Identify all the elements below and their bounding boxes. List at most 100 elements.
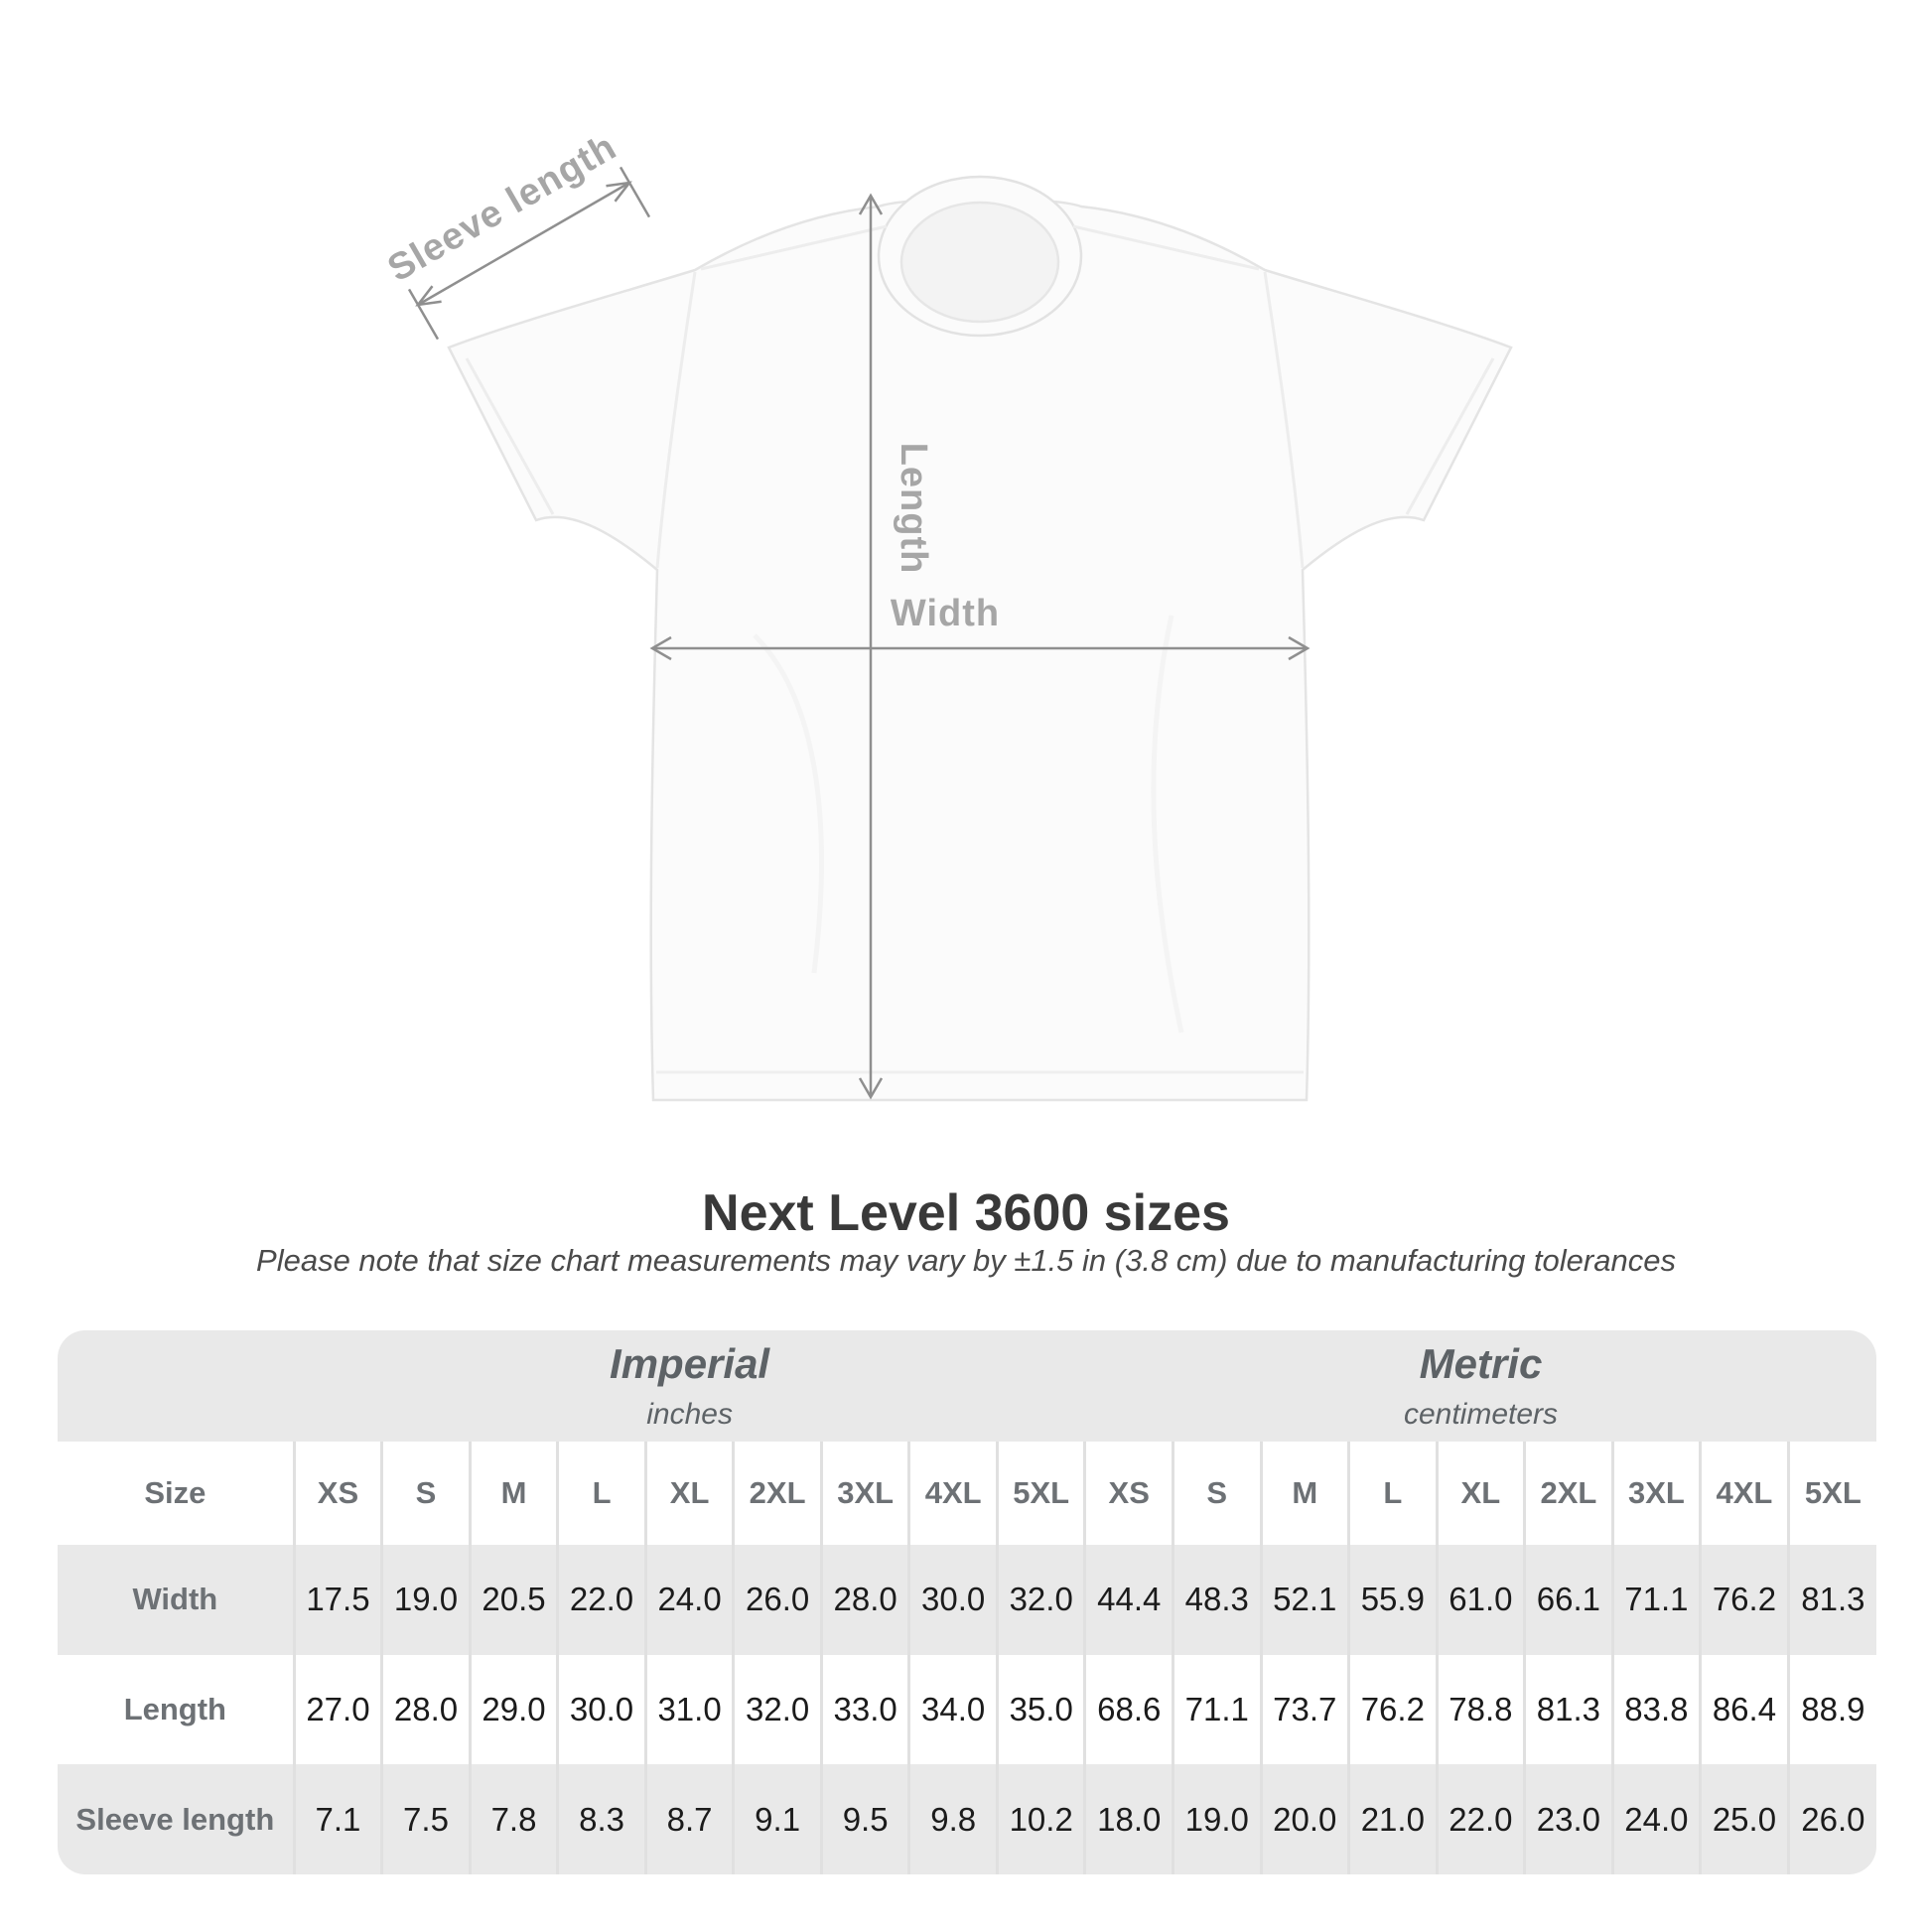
value-cell: 27.0 [292, 1654, 382, 1765]
value-cell: 78.8 [1435, 1654, 1525, 1765]
size-header-cell: M [1259, 1442, 1349, 1545]
value-cell: 86.4 [1699, 1654, 1789, 1765]
size-header-cell: 5XL [995, 1442, 1085, 1545]
value-cell: 25.0 [1699, 1764, 1789, 1874]
sleeve-length-arrow [407, 166, 651, 341]
value-cell: 76.2 [1699, 1545, 1789, 1655]
size-table-body: Width 17.5 19.0 20.5 22.0 24.0 26.0 28.0 30.0 32.… [58, 1545, 1876, 1874]
value-cell: 55.9 [1347, 1545, 1438, 1655]
metric-header: Metric centimeters [1085, 1330, 1876, 1442]
value-cell: 34.0 [907, 1654, 998, 1765]
value-cell: 7.8 [468, 1764, 558, 1874]
value-cell: 88.9 [1786, 1654, 1876, 1765]
value-cell: 23.0 [1523, 1764, 1613, 1874]
metric-unit: centimeters [1403, 1398, 1559, 1431]
value-cell: 73.7 [1259, 1654, 1349, 1765]
value-cell: 8.7 [643, 1764, 734, 1874]
size-header-cell: 4XL [1699, 1442, 1789, 1545]
value-cell: 81.3 [1523, 1654, 1613, 1765]
size-header-cell: XL [1435, 1442, 1525, 1545]
value-cell: 76.2 [1347, 1654, 1438, 1765]
tolerance-note: Please note that size chart measurements… [256, 1243, 1676, 1278]
measurement-row: Sleeve length 7.1 7.5 7.8 8.3 8.7 9.1 9.5 9.8 10.… [58, 1764, 1876, 1874]
value-cell: 9.1 [732, 1764, 822, 1874]
tshirt-illustration [447, 175, 1513, 1102]
value-cell: 32.0 [995, 1545, 1085, 1655]
value-cell: 9.5 [819, 1764, 909, 1874]
size-header-cell: 3XL [1610, 1442, 1701, 1545]
row-label: Width [132, 1582, 218, 1617]
imperial-header: Imperial inches [294, 1330, 1085, 1442]
size-header-row: Size XS S M L XL 2XL 3XL 4XL 5XL XS S M L XL 2XL 3XL 4XL… [58, 1442, 1876, 1545]
value-cell: 17.5 [292, 1545, 382, 1655]
row-label: Length [58, 1654, 295, 1765]
value-cell: 71.1 [1172, 1654, 1262, 1765]
metric-label: Metric [1419, 1340, 1543, 1387]
measurement-row: Width 17.5 19.0 20.5 22.0 24.0 26.0 28.0 30.0 32.… [58, 1545, 1876, 1655]
value-cell: 20.0 [1259, 1764, 1349, 1874]
value-cell: 22.0 [556, 1545, 646, 1655]
value-cell: 10.2 [995, 1764, 1085, 1874]
size-header-cell: L [556, 1442, 646, 1545]
value-cell: 30.0 [907, 1545, 998, 1655]
unit-header-spacer [58, 1330, 294, 1442]
size-header-cell: S [380, 1442, 471, 1545]
value-cell: 44.4 [1083, 1545, 1173, 1655]
value-cell: 48.3 [1172, 1545, 1262, 1655]
value-cell: 68.6 [1083, 1654, 1173, 1765]
value-cell: 81.3 [1786, 1545, 1876, 1655]
value-cell: 24.0 [643, 1545, 734, 1655]
size-header-cell: S [1172, 1442, 1262, 1545]
value-cell: 26.0 [732, 1545, 822, 1655]
value-cell: 35.0 [995, 1654, 1085, 1765]
value-cell: 28.0 [819, 1545, 909, 1655]
size-header-cell: L [1347, 1442, 1438, 1545]
size-header-cell: 4XL [907, 1442, 998, 1545]
value-cell: 29.0 [468, 1654, 558, 1765]
tshirt-diagram: Sleeve length Length Width [381, 126, 1513, 1102]
value-cell: 9.8 [907, 1764, 998, 1874]
size-header-cell: 3XL [819, 1442, 909, 1545]
page-title: Next Level 3600 sizes [702, 1184, 1230, 1242]
value-cell: 33.0 [819, 1654, 909, 1765]
value-cell: 19.0 [1172, 1764, 1262, 1874]
value-cell: 30.0 [556, 1654, 646, 1765]
value-cell: 26.0 [1786, 1764, 1876, 1874]
width-label: Width [891, 593, 1000, 634]
width-arrow [649, 635, 1311, 661]
value-cell: 8.3 [556, 1764, 646, 1874]
value-cell: 83.8 [1610, 1654, 1701, 1765]
value-cell: 19.0 [380, 1545, 471, 1655]
unit-header-row: Imperial inches Metric centimeters [58, 1330, 1876, 1442]
value-cell: 66.1 [1523, 1545, 1613, 1655]
measurement-row: Length 27.0 28.0 29.0 30.0 31.0 32.0 33.0 34.0 35… [58, 1654, 1876, 1765]
value-cell: 7.1 [292, 1764, 382, 1874]
size-table-card: Imperial inches Metric centimeters Size … [58, 1330, 1876, 1874]
value-cell: 28.0 [380, 1654, 471, 1765]
value-cell: 24.0 [1610, 1764, 1701, 1874]
value-cell: 7.5 [380, 1764, 471, 1874]
value-cell: 61.0 [1435, 1545, 1525, 1655]
length-arrow [858, 193, 884, 1100]
size-header-cell: 2XL [1523, 1442, 1613, 1545]
value-cell: 31.0 [643, 1654, 734, 1765]
dimension-lines [407, 166, 1311, 1100]
size-header-cell: 2XL [732, 1442, 822, 1545]
size-header-cell: M [468, 1442, 558, 1545]
value-cell: 32.0 [732, 1654, 822, 1765]
value-cell: 71.1 [1610, 1545, 1701, 1655]
imperial-label: Imperial [610, 1340, 770, 1387]
value-cell: 22.0 [1435, 1764, 1525, 1874]
size-header-cell: 5XL [1786, 1442, 1876, 1545]
row-label: Sleeve length [75, 1801, 275, 1837]
imperial-unit: inches [646, 1398, 733, 1431]
size-header-cell: XS [292, 1442, 382, 1545]
value-cell: 18.0 [1083, 1764, 1173, 1874]
value-cell: 52.1 [1259, 1545, 1349, 1655]
value-cell: 21.0 [1347, 1764, 1438, 1874]
size-table: Imperial inches Metric centimeters Size … [58, 1330, 1876, 1874]
length-label: Length [893, 443, 934, 575]
size-col-header: Size [58, 1442, 295, 1545]
value-cell: 20.5 [468, 1545, 558, 1655]
size-header-cell: XS [1083, 1442, 1173, 1545]
